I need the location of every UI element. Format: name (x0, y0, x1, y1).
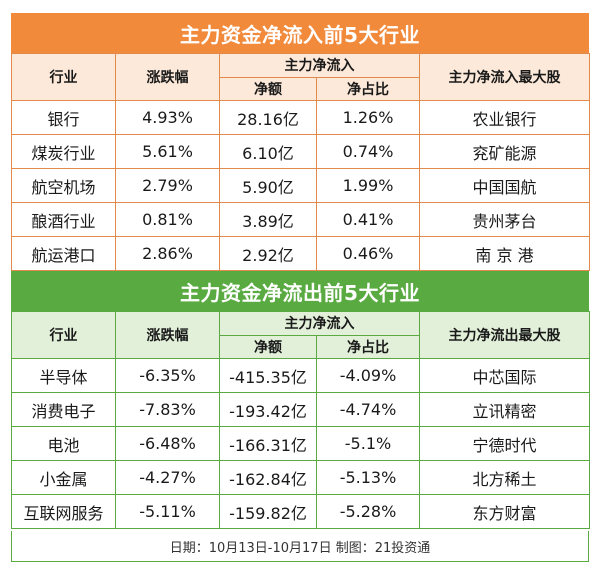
footer-credit: 日期：10月13日-10月17日 制图：21投资通 (11, 531, 589, 562)
ratio-cell: -5.28% (316, 494, 420, 529)
ratio-cell: 0.74% (316, 134, 420, 169)
amount-cell: 2.92亿 (219, 236, 317, 271)
ratio-cell: 0.46% (316, 236, 420, 271)
ratio-cell: -4.74% (316, 392, 420, 427)
ratio-cell: -4.09% (316, 358, 420, 393)
change-cell: 2.79% (115, 168, 220, 203)
amount-cell: -162.84亿 (219, 460, 317, 495)
stock-cell: 兖矿能源 (419, 134, 590, 169)
header-amount: 净额 (219, 76, 317, 101)
ratio-cell: 1.99% (316, 168, 420, 203)
amount-cell: -159.82亿 (219, 494, 317, 529)
ratio-cell: 0.41% (316, 202, 420, 237)
stock-cell: 农业银行 (419, 100, 590, 135)
table-row: 煤炭行业 5.61% 6.10亿 0.74% 兖矿能源 (11, 134, 590, 169)
amount-cell: -193.42亿 (219, 392, 317, 427)
ratio-cell: 1.26% (316, 100, 420, 135)
change-cell: -6.35% (115, 358, 220, 393)
change-cell: -4.27% (115, 460, 220, 495)
inflow-table: 行业 涨跌幅 主力净流入 主力净流入最大股 净额 净占比 银行 4.93% 28… (11, 53, 590, 271)
industry-cell: 航空机场 (11, 168, 116, 203)
table-row: 银行 4.93% 28.16亿 1.26% 农业银行 (11, 100, 590, 135)
change-cell: 4.93% (115, 100, 220, 135)
stock-cell: 贵州茅台 (419, 202, 590, 237)
inflow-title: 主力资金净流入前5大行业 (11, 13, 589, 53)
amount-cell: 28.16亿 (219, 100, 317, 135)
header-inflow-group: 主力净流入 (219, 53, 420, 78)
table-row: 酿酒行业 0.81% 3.89亿 0.41% 贵州茅台 (11, 202, 590, 237)
header-ratio: 净占比 (316, 76, 420, 101)
amount-cell: 5.90亿 (219, 168, 317, 203)
amount-cell: -415.35亿 (219, 358, 317, 393)
industry-cell: 电池 (11, 426, 116, 461)
amount-cell: 6.10亿 (219, 134, 317, 169)
table-row: 航运港口 2.86% 2.92亿 0.46% 南 京 港 (11, 236, 590, 271)
header-ratio: 净占比 (316, 334, 420, 359)
change-cell: -6.48% (115, 426, 220, 461)
ratio-cell: -5.1% (316, 426, 420, 461)
change-cell: 5.61% (115, 134, 220, 169)
stock-cell: 中国国航 (419, 168, 590, 203)
table-row: 小金属 -4.27% -162.84亿 -5.13% 北方稀土 (11, 460, 590, 495)
stock-cell: 北方稀土 (419, 460, 590, 495)
amount-cell: 3.89亿 (219, 202, 317, 237)
industry-cell: 互联网服务 (11, 494, 116, 529)
change-cell: 2.86% (115, 236, 220, 271)
stock-cell: 宁德时代 (419, 426, 590, 461)
stock-cell: 中芯国际 (419, 358, 590, 393)
header-industry: 行业 (11, 53, 116, 101)
stock-cell: 南 京 港 (419, 236, 590, 271)
industry-cell: 银行 (11, 100, 116, 135)
industry-cell: 煤炭行业 (11, 134, 116, 169)
header-industry: 行业 (11, 311, 116, 359)
change-cell: -5.11% (115, 494, 220, 529)
header-change: 涨跌幅 (115, 311, 220, 359)
table-row: 半导体 -6.35% -415.35亿 -4.09% 中芯国际 (11, 358, 590, 393)
outflow-title: 主力资金净流出前5大行业 (11, 271, 589, 311)
ratio-cell: -5.13% (316, 460, 420, 495)
industry-cell: 消费电子 (11, 392, 116, 427)
table-row: 电池 -6.48% -166.31亿 -5.1% 宁德时代 (11, 426, 590, 461)
table-row: 航空机场 2.79% 5.90亿 1.99% 中国国航 (11, 168, 590, 203)
industry-cell: 小金属 (11, 460, 116, 495)
change-cell: 0.81% (115, 202, 220, 237)
amount-cell: -166.31亿 (219, 426, 317, 461)
table-row: 互联网服务 -5.11% -159.82亿 -5.28% 东方财富 (11, 494, 590, 529)
stock-cell: 东方财富 (419, 494, 590, 529)
header-top-stock: 主力净流出最大股 (419, 311, 590, 359)
change-cell: -7.83% (115, 392, 220, 427)
industry-cell: 酿酒行业 (11, 202, 116, 237)
industry-cell: 半导体 (11, 358, 116, 393)
stock-cell: 立讯精密 (419, 392, 590, 427)
header-top-stock: 主力净流入最大股 (419, 53, 590, 101)
header-change: 涨跌幅 (115, 53, 220, 101)
outflow-table: 行业 涨跌幅 主力净流入 主力净流出最大股 净额 净占比 半导体 -6.35% … (11, 311, 590, 529)
industry-cell: 航运港口 (11, 236, 116, 271)
header-inflow-group: 主力净流入 (219, 311, 420, 336)
table-row: 消费电子 -7.83% -193.42亿 -4.74% 立讯精密 (11, 392, 590, 427)
header-amount: 净额 (219, 334, 317, 359)
